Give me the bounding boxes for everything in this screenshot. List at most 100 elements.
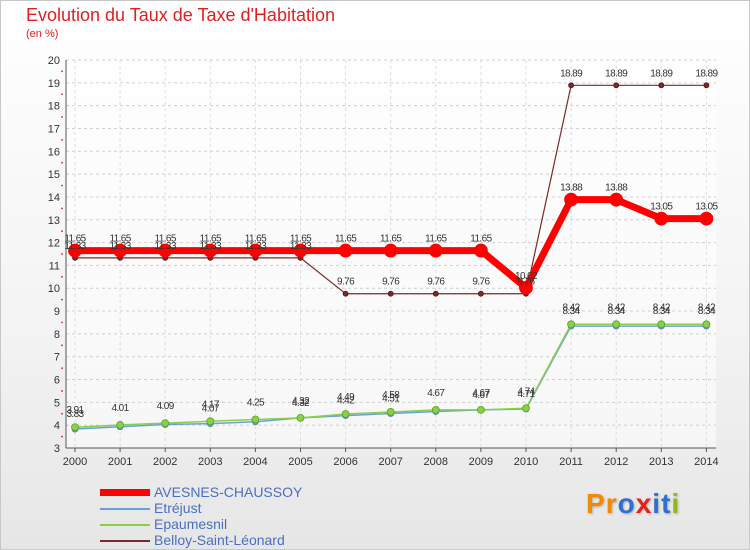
- data-point: [161, 419, 170, 428]
- data-point: [206, 417, 215, 426]
- data-label: 4.67: [472, 388, 490, 399]
- data-label: 8.34: [608, 306, 626, 317]
- data-label: 3.83: [66, 409, 84, 420]
- y-axis-dot: [61, 344, 63, 347]
- legend-swatch-avesnes: [100, 489, 150, 496]
- data-label: 4.49: [337, 392, 355, 403]
- data-label: 11.65: [155, 234, 177, 245]
- y-axis-dot: [61, 298, 63, 301]
- data-label: 4.01: [112, 403, 130, 414]
- data-label: 4.32: [292, 396, 310, 407]
- y-tick-label: 16: [48, 146, 60, 158]
- data-label: 18.89: [650, 68, 673, 79]
- x-tick-label: 2007: [378, 456, 402, 468]
- chart-subtitle: (en %): [26, 28, 59, 40]
- data-point: [338, 243, 353, 258]
- data-label: 9.76: [382, 277, 400, 288]
- data-point: [702, 320, 711, 329]
- data-label: 11.33: [290, 241, 312, 252]
- data-point: [612, 320, 621, 329]
- legend-label-epaumesnil: Epaumesnil: [154, 516, 228, 532]
- data-label: 11.65: [290, 234, 312, 245]
- y-tick-label: 10: [48, 283, 60, 295]
- x-tick-label: 2000: [63, 456, 87, 468]
- x-tick-label: 2009: [469, 456, 493, 468]
- y-tick-label: 7: [54, 352, 60, 364]
- data-label: 13.88: [605, 183, 628, 194]
- logo-letter: x: [635, 488, 653, 519]
- legend-label-belloy: Belloy-Saint-Léonard: [154, 532, 285, 548]
- data-point: [116, 421, 124, 429]
- data-point: [386, 408, 395, 416]
- y-axis-dot: [61, 184, 63, 187]
- data-label: 11.33: [64, 241, 86, 252]
- data-label: 8.42: [563, 302, 581, 313]
- data-point: [654, 211, 669, 226]
- x-tick-label: 2008: [424, 456, 448, 468]
- data-label: 4.51: [382, 394, 400, 405]
- data-point: [473, 243, 488, 258]
- data-label: 13.88: [560, 183, 583, 194]
- legend-label-etrejust: Etréjust: [154, 500, 202, 516]
- data-label: 4.67: [427, 388, 445, 399]
- y-axis-dot: [61, 321, 63, 324]
- data-label: 13.05: [650, 202, 673, 213]
- data-point: [68, 243, 82, 258]
- data-label: 11.65: [109, 234, 131, 245]
- legend-swatch-etrejust: [100, 508, 150, 510]
- proxiti-logo: Proxiti: [586, 488, 680, 520]
- data-point: [613, 82, 620, 89]
- x-tick-label: 2014: [694, 456, 718, 468]
- data-label: 8.42: [653, 302, 671, 313]
- y-tick-label: 14: [48, 192, 60, 204]
- data-point: [699, 211, 714, 226]
- data-label: 4.42: [337, 396, 355, 407]
- data-point: [293, 243, 308, 258]
- data-point: [296, 413, 305, 422]
- data-point: [203, 243, 218, 258]
- chart-title: Evolution du Taux de Taxe d'Habitation: [26, 5, 335, 25]
- data-label: 4.25: [247, 397, 265, 408]
- data-point: [342, 290, 349, 297]
- data-label: 11.65: [470, 234, 492, 245]
- data-label: 4.67: [472, 390, 490, 401]
- y-axis-dot: [61, 253, 63, 255]
- logo-letter: P: [586, 488, 606, 519]
- y-tick-label: 9: [54, 306, 60, 318]
- x-tick-label: 2005: [288, 456, 312, 468]
- x-tick-label: 2002: [153, 456, 177, 468]
- legend-item-belloy: Belloy-Saint-Léonard: [100, 532, 360, 549]
- data-point: [431, 405, 440, 414]
- data-label: 8.34: [653, 306, 671, 317]
- data-label: 4.17: [202, 399, 220, 410]
- data-label: 8.34: [698, 306, 716, 317]
- data-label: 11.33: [109, 241, 131, 252]
- data-point: [522, 404, 530, 413]
- y-tick-label: 4: [54, 420, 60, 432]
- data-label: 18.89: [605, 68, 628, 79]
- data-label: 8.42: [698, 302, 716, 313]
- x-tick-label: 2013: [649, 456, 673, 468]
- data-label: 11.33: [245, 241, 267, 252]
- y-tick-label: 6: [54, 375, 60, 387]
- logo-letter: i: [671, 488, 681, 519]
- data-label: 11.33: [200, 241, 222, 252]
- data-point: [519, 280, 533, 295]
- y-tick-label: 13: [48, 215, 60, 227]
- y-axis-dot: [61, 275, 63, 278]
- y-axis-dot: [61, 70, 63, 73]
- data-point: [251, 415, 260, 424]
- y-tick-label: 19: [48, 78, 60, 90]
- legend-swatch-belloy: [100, 540, 150, 542]
- legend-item-avesnes: AVESNES-CHAUSSOY: [100, 484, 360, 501]
- data-label: 11.65: [425, 234, 447, 245]
- data-label: 11.65: [200, 234, 222, 245]
- data-label: 3.91: [66, 405, 84, 416]
- y-axis-dot: [61, 230, 63, 233]
- logo-letter: t: [661, 488, 672, 519]
- data-point: [387, 290, 394, 297]
- y-tick-label: 3: [54, 443, 60, 455]
- data-point: [477, 290, 484, 297]
- y-axis-dot: [61, 116, 63, 118]
